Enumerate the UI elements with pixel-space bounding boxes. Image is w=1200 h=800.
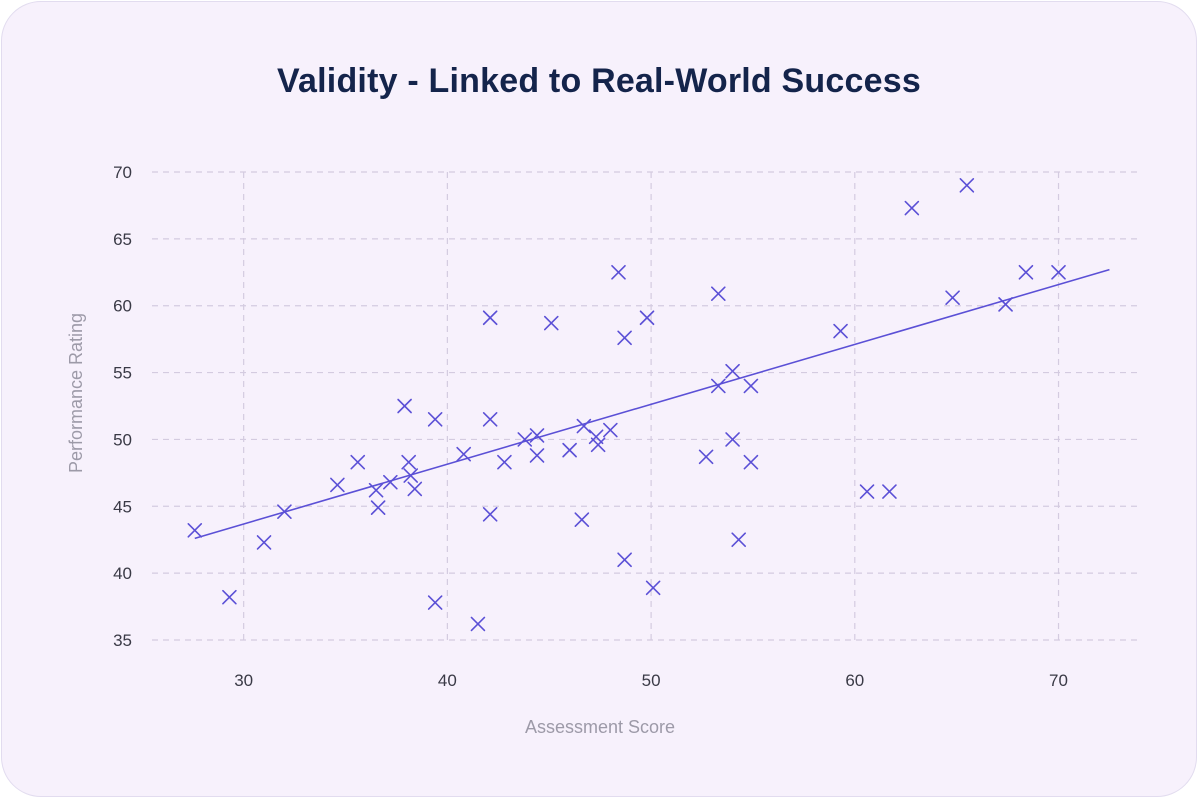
trendline [194, 268, 1110, 540]
data-point [403, 468, 419, 483]
data-point [617, 330, 632, 346]
data-point [222, 589, 237, 605]
data-point [1051, 264, 1066, 280]
data-point [482, 310, 498, 326]
data-point [611, 264, 626, 280]
data-point [330, 477, 345, 493]
data-point [711, 378, 726, 394]
chart-title: Validity - Linked to Real-World Success [277, 62, 921, 100]
data-point [959, 178, 975, 193]
x-tick-label: 30 [234, 671, 253, 690]
y-axis-label: Performance Rating [66, 313, 86, 473]
data-point [543, 315, 559, 331]
x-tick-label: 70 [1049, 671, 1068, 690]
data-point [482, 507, 498, 522]
data-point [743, 454, 759, 470]
data-point [833, 323, 848, 339]
data-point [731, 532, 746, 548]
data-point [277, 504, 292, 519]
data-point [882, 484, 897, 499]
data-point [590, 437, 606, 453]
data-point [529, 448, 545, 463]
data-point [456, 446, 471, 462]
data-point [698, 449, 714, 465]
data-points [187, 178, 1066, 632]
data-point [368, 482, 384, 498]
data-point [256, 535, 272, 550]
data-point [529, 428, 545, 443]
data-point [370, 500, 386, 515]
x-tick-label: 50 [642, 671, 661, 690]
data-point [383, 474, 398, 490]
y-tick-label: 50 [113, 430, 132, 449]
data-point [1018, 264, 1034, 280]
y-tick-label: 70 [113, 163, 132, 182]
data-point [350, 454, 366, 470]
x-tick-label: 60 [845, 671, 864, 690]
data-point [497, 454, 512, 470]
data-point [725, 432, 740, 447]
data-point [904, 200, 920, 216]
data-point [397, 398, 412, 414]
data-point [576, 418, 592, 434]
data-point [743, 378, 759, 394]
y-tick-label: 45 [113, 497, 132, 516]
data-point [482, 412, 498, 427]
data-point [187, 523, 203, 538]
data-point [711, 286, 726, 301]
data-point [603, 422, 618, 438]
data-point [998, 297, 1013, 312]
y-tick-label: 55 [113, 364, 132, 383]
data-point [725, 363, 740, 379]
data-point [617, 552, 632, 568]
data-point [407, 481, 423, 497]
data-point [574, 512, 590, 527]
tick-labels: 35 40 45 50 55 60 65 70 30 40 50 60 70 [113, 163, 1068, 690]
y-tick-label: 65 [113, 230, 132, 249]
data-point [639, 310, 655, 326]
x-axis-label: Assessment Score [525, 717, 675, 737]
data-point [588, 429, 604, 445]
data-point [859, 484, 875, 499]
y-tick-label: 35 [113, 631, 132, 650]
y-tick-label: 60 [113, 297, 132, 316]
data-point [427, 412, 443, 427]
trendline-layer [194, 268, 1110, 540]
data-point [645, 580, 661, 596]
grid-layer [152, 171, 1140, 641]
data-point [401, 454, 416, 470]
y-tick-label: 40 [113, 564, 132, 583]
data-point [945, 290, 960, 305]
x-tick-label: 40 [438, 671, 457, 690]
data-point [427, 595, 443, 610]
data-point [562, 442, 577, 458]
data-point [517, 432, 533, 447]
data-point [470, 616, 486, 632]
